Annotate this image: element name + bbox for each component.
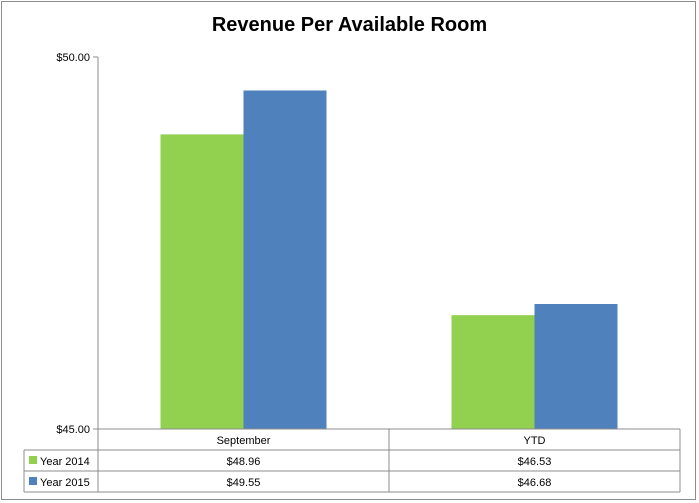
legend-swatch — [29, 456, 37, 464]
y-tick-label: $50.00 — [56, 52, 90, 64]
category-label: YTD — [524, 435, 546, 447]
bar — [160, 134, 244, 429]
bar — [243, 90, 327, 429]
data-label: $49.55 — [227, 477, 261, 489]
legend-label: Year 2015 — [40, 477, 90, 489]
category-label: September — [217, 435, 271, 447]
data-label: $48.96 — [227, 456, 261, 468]
bar — [534, 304, 618, 429]
bar — [451, 315, 535, 429]
data-label: $46.68 — [518, 477, 552, 489]
legend-swatch — [29, 477, 37, 485]
y-tick-label: $45.00 — [56, 424, 90, 436]
chart-title: Revenue Per Available Room — [211, 14, 488, 36]
legend-label: Year 2014 — [40, 456, 90, 468]
data-label: $46.53 — [518, 456, 552, 468]
